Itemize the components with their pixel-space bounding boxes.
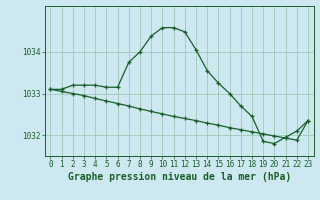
X-axis label: Graphe pression niveau de la mer (hPa): Graphe pression niveau de la mer (hPa) [68, 172, 291, 182]
